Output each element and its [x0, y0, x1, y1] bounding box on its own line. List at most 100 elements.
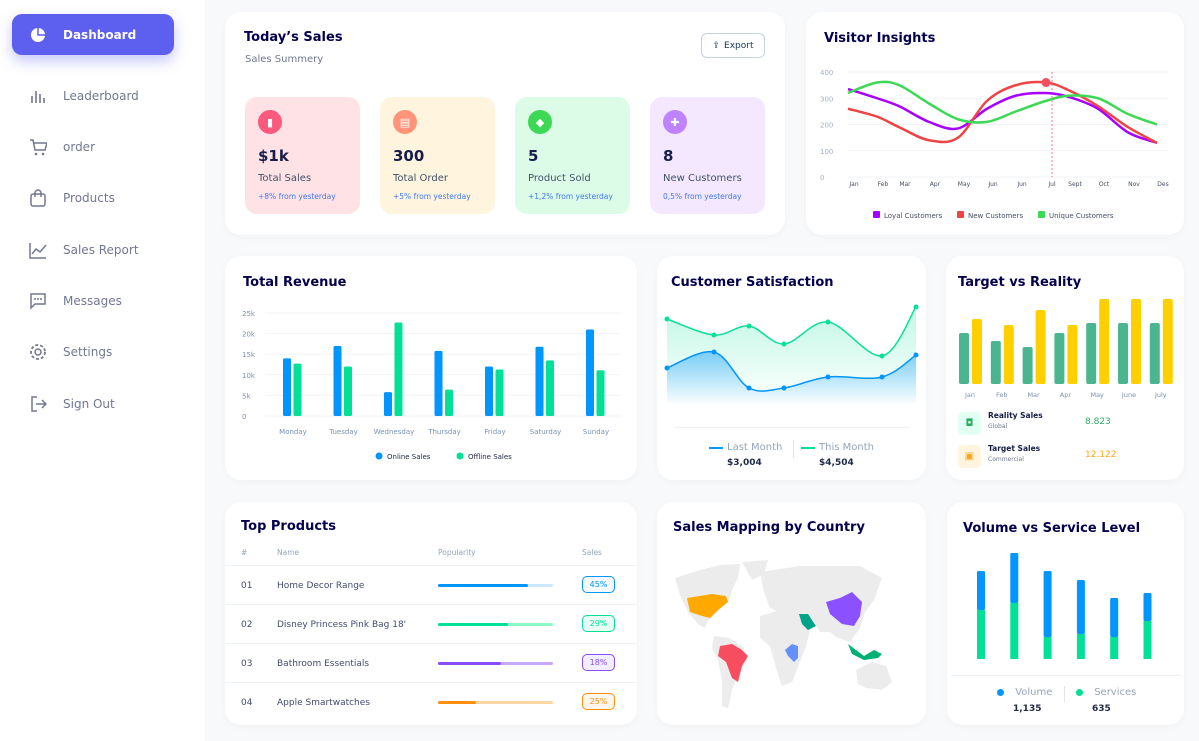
sidebar-item-products[interactable]: Products — [12, 177, 174, 218]
chart-icon: ▮ — [258, 110, 282, 134]
bar-volume — [1076, 580, 1085, 634]
export-button[interactable]: ⇪ Export — [701, 33, 765, 58]
bar-online-sales — [535, 346, 544, 416]
sidebar-item-label: Sign Out — [63, 396, 115, 411]
total-revenue-chart: 0 5k 10k 15k 20k 25k Monday Tuesday Wednesday Thu… — [242, 310, 620, 461]
highlight-point[interactable] — [1041, 78, 1051, 87]
bar-online-sales — [434, 350, 443, 416]
bar-reality-sales — [1086, 323, 1097, 384]
indonesia-region[interactable] — [848, 644, 882, 660]
card-title: Visitor Insights — [824, 31, 936, 46]
stat-label: Total Sales — [258, 173, 312, 184]
australia — [856, 662, 892, 690]
bar-services — [1143, 621, 1152, 659]
sidebar-item-label: Messages — [63, 293, 122, 308]
x-tick-label: July — [1154, 391, 1167, 399]
x-tick-label: Jan — [848, 181, 858, 188]
table-row[interactable]: 01 Home Decor Range 45% — [225, 565, 637, 604]
usa-region[interactable] — [687, 594, 728, 618]
bar-target-sales — [1067, 325, 1078, 384]
table-row[interactable]: 04 Apple Smartwatches 25% — [225, 682, 637, 721]
legend-swatch — [957, 211, 964, 218]
table-row[interactable]: 03 Bathroom Essentials 18% — [225, 643, 637, 682]
popularity-fill — [438, 623, 509, 626]
stat-change: 0,5% from yesterday — [663, 192, 742, 201]
bar-services — [1110, 637, 1119, 659]
legend-label: Online Sales — [387, 453, 431, 461]
bar-target-sales — [1162, 299, 1173, 384]
x-tick-label: Jun — [1016, 181, 1027, 188]
x-tick-label: Tuesday — [328, 428, 357, 436]
x-tick-label: June — [1121, 391, 1136, 399]
y-tick-label: 100 — [820, 148, 833, 156]
visitor-insights-chart: 0 100 200 300 400 Jan Feb Mar Apr May Jun Jun Jul Sep… — [820, 69, 1169, 220]
y-tick-label: 20k — [242, 331, 256, 339]
sales-mapping-card: Sales Mapping by Country — [657, 502, 926, 725]
row-number: 03 — [241, 659, 253, 669]
x-tick-label: Wednesday — [374, 428, 415, 436]
data-point — [781, 385, 787, 391]
y-tick-label: 10k — [242, 372, 256, 380]
bar-volume — [1110, 598, 1119, 637]
sidebar-item-messages[interactable]: Messages — [12, 280, 174, 321]
china-region[interactable] — [826, 592, 862, 626]
saudi-arabia-region[interactable] — [799, 614, 816, 630]
bar-offline-sales — [445, 389, 453, 416]
data-point — [664, 365, 670, 371]
sidebar-item-label: Leaderboard — [63, 88, 139, 103]
x-tick-label: Jan — [964, 391, 975, 399]
y-tick-label: 15k — [242, 351, 256, 359]
data-point — [879, 374, 885, 380]
bar-services — [1076, 634, 1085, 659]
data-point — [746, 385, 752, 391]
bar-online-sales — [485, 366, 493, 416]
sidebar-item-dashboard[interactable]: Dashboard — [12, 14, 174, 55]
x-tick-label: May — [958, 181, 971, 188]
bag-icon: ◘ — [958, 412, 981, 435]
upload-icon: ⇪ — [712, 40, 721, 51]
product-name: Apple Smartwatches — [277, 698, 370, 708]
bar-target-sales — [1035, 310, 1046, 384]
bar-offline-sales — [394, 322, 403, 416]
services-value: 635 — [1092, 704, 1111, 714]
series-line-unique-customers — [847, 80, 1158, 126]
top-products-card: Top Products # Name Popularity Sales 01 Home… — [225, 502, 637, 725]
x-tick-label: Monday — [279, 428, 307, 436]
sidebar-item-order[interactable]: order — [12, 126, 174, 167]
congo-region[interactable] — [785, 644, 798, 662]
legend-swatch — [873, 211, 880, 218]
y-tick-label: 400 — [820, 69, 833, 77]
product-name: Bathroom Essentials — [277, 659, 370, 669]
bar-target-sales — [1003, 325, 1014, 384]
card-title: Sales Mapping by Country — [673, 520, 865, 535]
sales-badge: 18% — [582, 654, 615, 671]
target-vs-reality-chart: Jan Feb Mar Apr May June July — [959, 299, 1173, 399]
ticket-icon: ▣ — [958, 445, 981, 468]
sidebar-item-sign-out[interactable]: Sign Out — [12, 383, 174, 424]
sidebar-item-settings[interactable]: Settings — [12, 331, 174, 372]
bar-online-sales — [586, 329, 594, 416]
legend-label: New Customers — [968, 212, 1023, 220]
bar-reality-sales — [990, 341, 1001, 384]
brazil-region[interactable] — [718, 644, 748, 682]
divider — [675, 427, 909, 428]
stat-value: 5 — [528, 147, 539, 165]
sign-out-icon — [31, 395, 47, 412]
data-point — [781, 341, 787, 347]
dot-icon — [1076, 689, 1083, 696]
sidebar-item-sales-report[interactable]: Sales Report — [12, 229, 174, 270]
data-point — [913, 352, 919, 358]
table-row[interactable]: 02 Disney Princess Pink Bag 18' 29% — [225, 604, 637, 643]
popularity-fill — [438, 662, 502, 665]
legend-label: This Month — [819, 442, 874, 453]
x-tick-label: Sunday — [583, 428, 609, 436]
export-label: Export — [724, 40, 754, 51]
world-map — [675, 560, 892, 708]
sidebar-item-leaderboard[interactable]: Leaderboard — [12, 75, 174, 116]
bar-online-sales — [283, 358, 291, 416]
data-point — [664, 316, 670, 322]
legend-swatch — [1038, 211, 1045, 218]
volume-service-chart — [977, 553, 1152, 659]
bar-online-sales — [384, 392, 392, 416]
line-dot-icon — [709, 446, 723, 449]
